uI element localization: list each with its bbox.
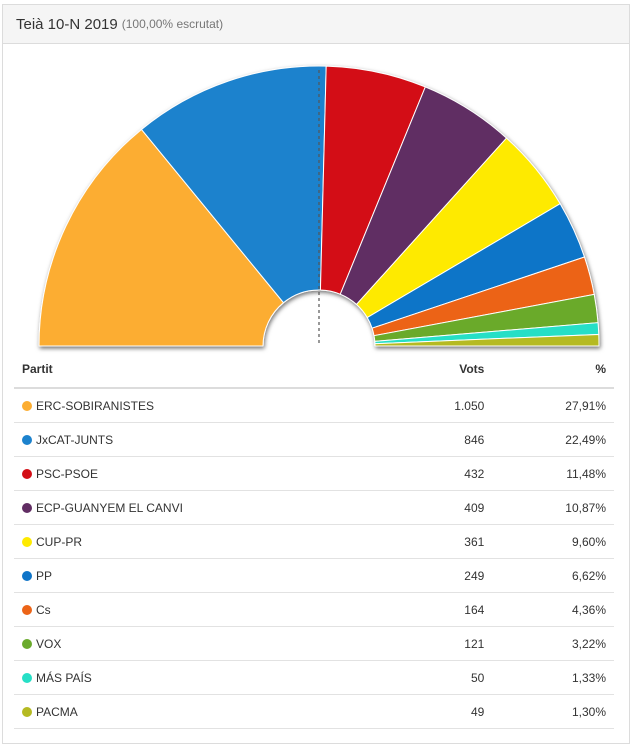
col-party-header: Partit [14, 351, 394, 389]
votes-cell: 164 [393, 592, 493, 627]
table-row: JxCAT-JUNTS 846 22,49% [14, 422, 614, 457]
col-pct-header: % [492, 351, 614, 389]
votes-cell: 846 [393, 422, 493, 457]
party-color-dot [22, 706, 32, 717]
pct-cell: 9,60% [492, 524, 614, 559]
votes-cell: 49 [393, 694, 493, 729]
party-cell: PP [14, 558, 394, 593]
party-name: PACMA [36, 704, 78, 719]
table-row: Cs 164 4,36% [14, 592, 614, 627]
party-cell: VOX [14, 626, 394, 661]
hemicycle-chart [3, 44, 629, 357]
pct-cell: 3,22% [492, 626, 614, 661]
party-color-dot [22, 536, 32, 547]
votes-cell: 432 [393, 456, 493, 491]
party-name: MÁS PAÍS [36, 670, 92, 685]
panel-header: Teià 10-N 2019 (100,00% escrutat) [3, 5, 629, 44]
table-row: CUP-PR 361 9,60% [14, 524, 614, 559]
pct-cell: 11,48% [492, 456, 614, 491]
hemicycle-slice-erc-sobiranistes[interactable] [38, 128, 285, 347]
pct-cell: 6,62% [492, 558, 614, 593]
hemicycle-slice-pacma[interactable] [374, 333, 600, 347]
party-cell: ERC-SOBIRANISTES [14, 388, 394, 423]
party-cell: MÁS PAÍS [14, 660, 394, 695]
pct-cell: 1,33% [492, 660, 614, 695]
votes-cell: 409 [393, 490, 493, 525]
pct-cell: 4,36% [492, 592, 614, 627]
party-name: ERC-SOBIRANISTES [36, 398, 155, 413]
pct-cell: 27,91% [492, 388, 614, 423]
party-color-dot [22, 434, 32, 445]
party-cell: ECP-GUANYEM EL CANVI [14, 490, 394, 525]
table-header-row: Partit Vots % [14, 351, 614, 389]
party-name: PP [36, 568, 53, 583]
pct-cell: 1,30% [492, 694, 614, 729]
party-cell: PSC-PSOE [14, 456, 394, 491]
pct-cell: 22,49% [492, 422, 614, 457]
party-color-dot [22, 468, 32, 479]
chart-title: Teià 10-N 2019 [16, 15, 118, 33]
party-color-dot [22, 604, 32, 615]
party-color-dot [22, 502, 32, 513]
votes-cell: 1.050 [393, 388, 493, 423]
table-row: ERC-SOBIRANISTES 1.050 27,91% [14, 388, 614, 423]
table-row: PSC-PSOE 432 11,48% [14, 456, 614, 491]
table-row: VOX 121 3,22% [14, 626, 614, 661]
hemicycle-slice-jxcat-junts[interactable] [140, 65, 327, 304]
party-cell: Cs [14, 592, 394, 627]
col-votes-header: Vots [393, 351, 493, 389]
results-table: Partit Vots % ERC-SOBIRANISTES 1.050 27,91… [14, 351, 614, 729]
table-row: PACMA 49 1,30% [14, 694, 614, 729]
party-cell: CUP-PR [14, 524, 394, 559]
votes-cell: 249 [393, 558, 493, 593]
party-name: JxCAT-JUNTS [36, 432, 114, 447]
count-status: (100,00% escrutat) [121, 17, 224, 31]
pct-cell: 10,87% [492, 490, 614, 525]
party-name: PSC-PSOE [36, 466, 99, 481]
table-row: ECP-GUANYEM EL CANVI 409 10,87% [14, 490, 614, 525]
party-name: VOX [36, 636, 62, 651]
party-cell: PACMA [14, 694, 394, 729]
votes-cell: 121 [393, 626, 493, 661]
votes-cell: 361 [393, 524, 493, 559]
party-color-dot [22, 400, 32, 411]
party-name: Cs [36, 602, 51, 617]
party-color-dot [22, 638, 32, 649]
table-row: PP 249 6,62% [14, 558, 614, 593]
votes-cell: 50 [393, 660, 493, 695]
party-color-dot [22, 672, 32, 683]
table-row: MÁS PAÍS 50 1,33% [14, 660, 614, 695]
hemicycle-svg [38, 65, 600, 347]
party-name: CUP-PR [36, 534, 83, 549]
party-color-dot [22, 570, 32, 581]
party-name: ECP-GUANYEM EL CANVI [36, 500, 183, 515]
party-cell: JxCAT-JUNTS [14, 422, 394, 457]
